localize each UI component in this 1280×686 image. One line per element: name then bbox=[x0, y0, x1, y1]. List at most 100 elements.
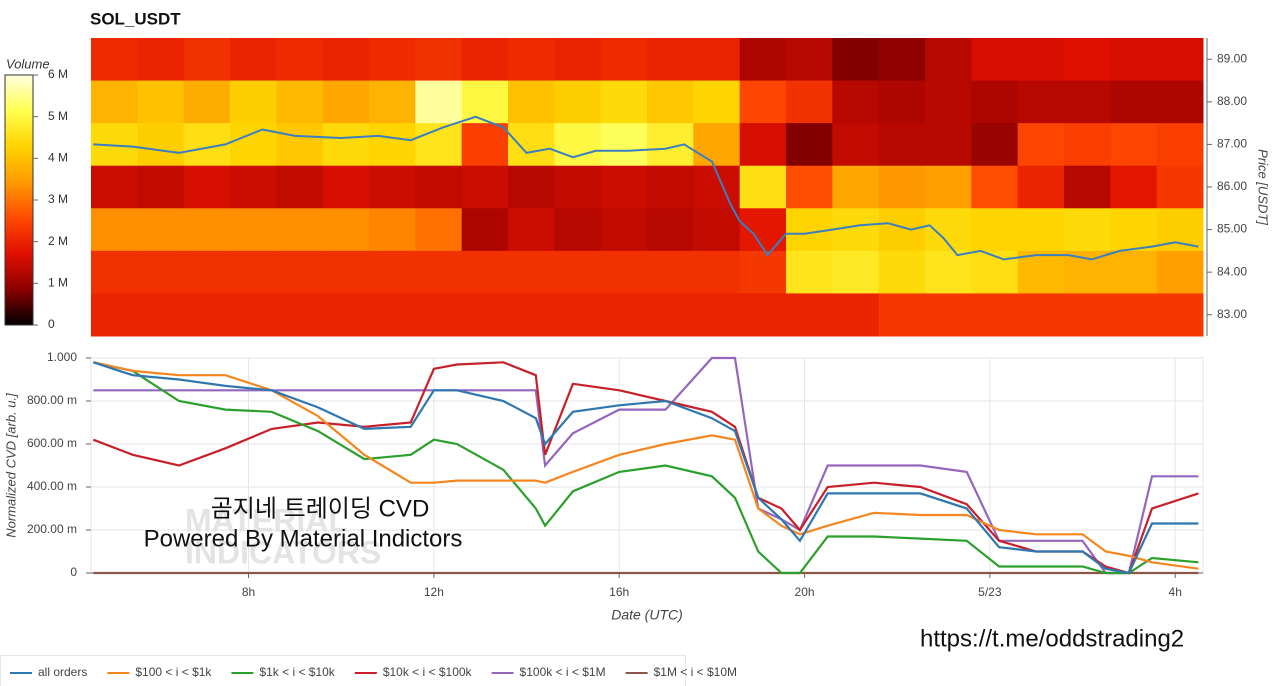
y-tick-label: 1.000 bbox=[47, 350, 77, 364]
price-line bbox=[93, 115, 1199, 261]
heatmap-cell bbox=[647, 80, 694, 124]
heatmap-cell bbox=[508, 165, 555, 209]
heatmap-cell bbox=[647, 250, 694, 294]
heatmap-cell bbox=[183, 165, 231, 209]
heatmap-cell bbox=[322, 123, 370, 167]
footer-link: https://t.me/oddstrading2 bbox=[920, 625, 1184, 652]
heatmap-cell bbox=[739, 38, 787, 82]
heatmap-cell bbox=[415, 208, 463, 252]
heatmap-cell bbox=[647, 293, 694, 337]
heatmap-cell bbox=[369, 38, 416, 82]
heatmap-cell bbox=[554, 165, 602, 209]
heatmap-cell bbox=[230, 250, 277, 294]
heatmap-cell bbox=[600, 165, 648, 209]
legend-box bbox=[0, 655, 686, 686]
heatmap-cell bbox=[925, 165, 972, 209]
y-axis-label: Normalized CVD [arb. u.] bbox=[3, 393, 18, 538]
watermark: INDICATORS bbox=[185, 534, 381, 570]
x-tick-label: 20h bbox=[795, 585, 815, 599]
heatmap-cell bbox=[600, 38, 648, 82]
heatmap-cell bbox=[461, 123, 509, 167]
heatmap-cell bbox=[554, 123, 602, 167]
colorbar-tick-label: 0 bbox=[48, 317, 55, 331]
heatmap-cell bbox=[878, 165, 926, 209]
heatmap-cell bbox=[91, 80, 138, 124]
heatmap-cell bbox=[276, 38, 324, 82]
heatmap-cell bbox=[693, 123, 741, 167]
heatmap-cell bbox=[832, 208, 880, 252]
y2-tick-label: 88.00 bbox=[1217, 94, 1247, 108]
heatmap-cell bbox=[276, 80, 324, 124]
heatmap-cell bbox=[183, 38, 231, 82]
x-axis-label: Date (UTC) bbox=[611, 607, 683, 623]
heatmap-cell bbox=[508, 80, 555, 124]
heatmap-cell bbox=[878, 80, 926, 124]
heatmap-cell bbox=[925, 293, 972, 337]
heatmap-cell bbox=[369, 80, 416, 124]
y-tick-label: 0 bbox=[70, 565, 77, 579]
heatmap-cell bbox=[415, 293, 463, 337]
heatmap-cell bbox=[91, 293, 138, 337]
heatmap-cell bbox=[137, 208, 185, 252]
colorbar bbox=[4, 74, 34, 326]
heatmap-cell bbox=[925, 80, 972, 124]
chart-title: SOL_USDT bbox=[90, 9, 181, 28]
heatmap-cell bbox=[276, 123, 324, 167]
colorbar-tick-label: 5 M bbox=[48, 109, 68, 123]
heatmap-cell bbox=[1110, 208, 1158, 252]
y2-tick-label: 86.00 bbox=[1217, 179, 1247, 193]
heatmap-cell bbox=[1110, 250, 1158, 294]
heatmap-cell bbox=[1064, 123, 1111, 167]
heatmap-cell bbox=[786, 165, 833, 209]
heatmap-cell bbox=[1156, 38, 1204, 82]
heatmap-cell bbox=[693, 80, 741, 124]
heatmap-cell bbox=[461, 38, 509, 82]
cvd-line bbox=[92, 361, 1199, 575]
heatmap-cell bbox=[230, 38, 277, 82]
heatmap-cell bbox=[554, 250, 602, 294]
colorbar-label: Volume bbox=[6, 56, 50, 71]
heatmap-cell bbox=[1156, 123, 1204, 167]
heatmap-cell bbox=[739, 80, 787, 124]
heatmap-cell bbox=[832, 80, 880, 124]
heatmap-cell bbox=[415, 165, 463, 209]
heatmap-cell bbox=[878, 293, 926, 337]
heatmap-cell bbox=[832, 293, 880, 337]
heatmap-cell bbox=[878, 208, 926, 252]
legend-label: $1k < i < $10k bbox=[259, 665, 335, 679]
heatmap-cell bbox=[508, 293, 555, 337]
heatmap-cell bbox=[554, 38, 602, 82]
heatmap-cell bbox=[508, 250, 555, 294]
heatmap-cell bbox=[832, 165, 880, 209]
heatmap-cell bbox=[322, 208, 370, 252]
x-tick-label: 12h bbox=[424, 585, 444, 599]
heatmap-cell bbox=[739, 165, 787, 209]
heatmap-cell bbox=[276, 250, 324, 294]
heatmap-cell bbox=[1110, 38, 1158, 82]
heatmap-cell bbox=[647, 123, 694, 167]
heatmap-cell bbox=[230, 208, 277, 252]
heatmap-cell bbox=[369, 123, 416, 167]
heatmap-cell bbox=[1017, 250, 1065, 294]
heatmap-cell bbox=[554, 208, 602, 252]
colorbar-tick-label: 4 M bbox=[48, 151, 68, 165]
heatmap-cell bbox=[925, 250, 972, 294]
heatmap-cell bbox=[137, 250, 185, 294]
heatmap-cell bbox=[230, 293, 277, 337]
heatmap-cell bbox=[183, 208, 231, 252]
annotation: Powered By Material Indictors bbox=[144, 525, 463, 552]
heatmap-cell bbox=[647, 38, 694, 82]
heatmap-cell bbox=[369, 250, 416, 294]
heatmap-cell bbox=[1064, 165, 1111, 209]
heatmap-cell bbox=[369, 208, 416, 252]
heatmap-cell bbox=[183, 293, 231, 337]
heatmap-cell bbox=[786, 123, 833, 167]
heatmap-cell bbox=[739, 250, 787, 294]
heatmap-cell bbox=[508, 208, 555, 252]
heatmap-cell bbox=[415, 250, 463, 294]
heatmap-cell bbox=[415, 123, 463, 167]
heatmap-cell bbox=[878, 123, 926, 167]
y2-tick-label: 89.00 bbox=[1217, 51, 1247, 65]
heatmap-cell bbox=[1017, 123, 1065, 167]
heatmap-cell bbox=[878, 250, 926, 294]
